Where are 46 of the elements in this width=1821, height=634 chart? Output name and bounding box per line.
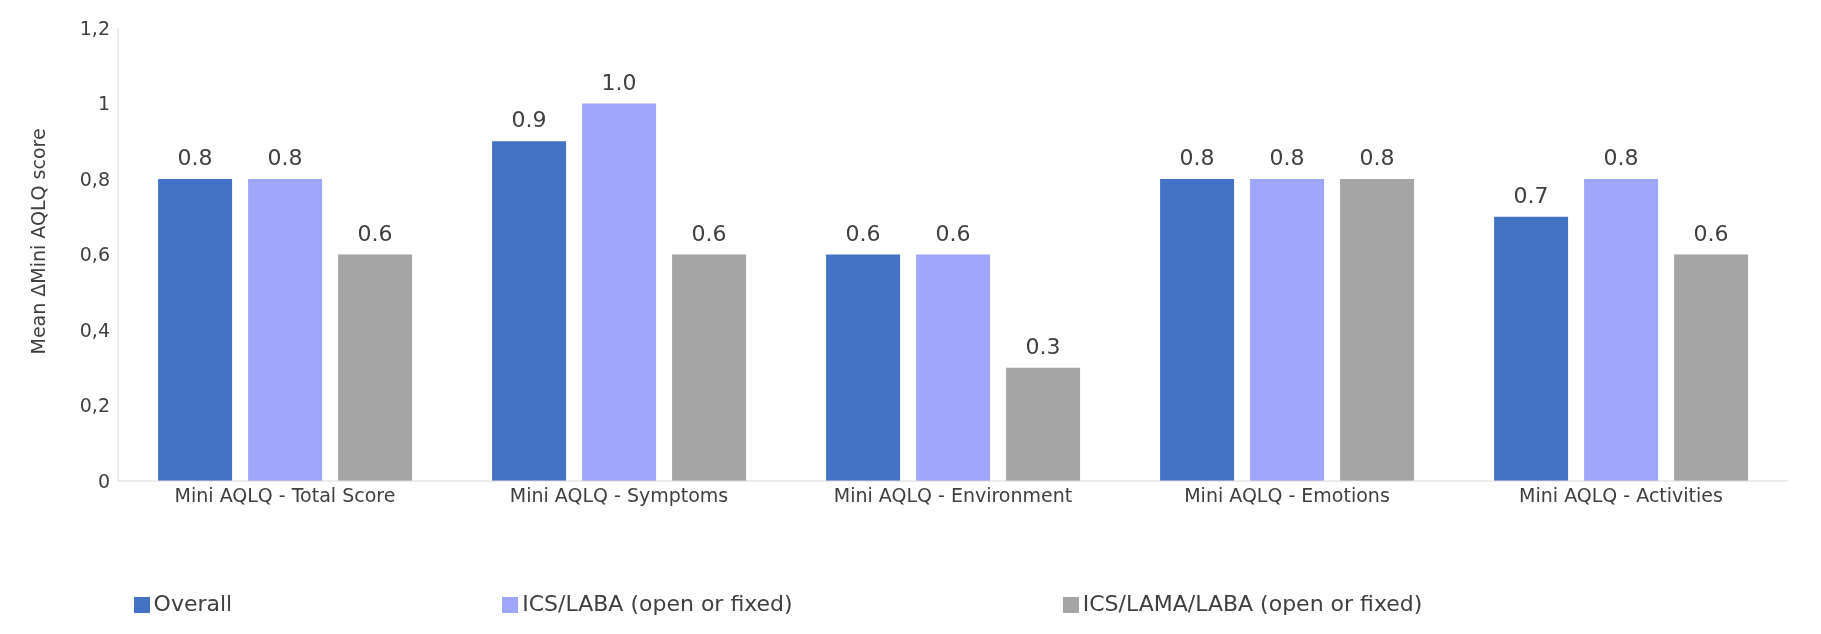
- data-label: 0.3: [1025, 333, 1061, 359]
- bar: [1006, 367, 1081, 481]
- data-label: 1.0: [601, 69, 637, 95]
- data-label: 0.6: [357, 220, 393, 246]
- data-label: 0.6: [691, 220, 727, 246]
- bar: [248, 179, 323, 481]
- bar: [1340, 179, 1415, 481]
- bar: [338, 254, 413, 481]
- data-label: 0.6: [935, 220, 971, 246]
- data-label: 0.8: [177, 145, 213, 170]
- bar: [1250, 179, 1325, 481]
- data-label: 0.6: [1693, 220, 1729, 246]
- y-tick-label: 1: [97, 92, 110, 115]
- data-label: 0.8: [1179, 145, 1215, 170]
- legend-label: Overall: [153, 591, 233, 616]
- bar: [582, 103, 657, 481]
- y-tick-label: 0,2: [79, 394, 110, 417]
- bar: [1160, 179, 1235, 481]
- x-tick-label: Mini AQLQ - Activities: [1519, 484, 1723, 507]
- bar: [826, 254, 901, 481]
- y-tick-label: 0: [97, 469, 110, 492]
- y-tick-label: 0,8: [79, 167, 110, 190]
- legend-label: ICS/LAMA/LABA (open or fixed): [1082, 591, 1423, 616]
- y-tick-label: 0,6: [79, 243, 110, 266]
- bar: [916, 254, 991, 481]
- legend-label: ICS/LABA (open or fixed): [522, 591, 793, 616]
- data-label: 0.8: [1269, 145, 1305, 170]
- bar: [1674, 254, 1749, 481]
- x-tick-label: Mini AQLQ - Emotions: [1184, 484, 1390, 507]
- data-label: 0.7: [1513, 182, 1549, 208]
- bar: [672, 254, 747, 481]
- bar: [158, 179, 233, 481]
- data-label: 0.8: [1603, 145, 1639, 170]
- bar: [1494, 216, 1569, 481]
- bar: [492, 141, 567, 481]
- bar: [1584, 179, 1659, 481]
- y-tick-label: 1,2: [79, 16, 110, 39]
- data-label: 0.9: [511, 107, 547, 133]
- x-tick-label: Mini AQLQ - Environment: [833, 484, 1073, 507]
- y-axis-title: Mean ΔMini AQLQ score: [26, 128, 49, 355]
- y-tick-label: 0,4: [79, 318, 110, 341]
- data-label: 0.8: [267, 145, 303, 170]
- x-tick-label: Mini AQLQ - Total Score: [174, 484, 396, 507]
- data-label: 0.8: [1359, 145, 1395, 170]
- x-tick-label: Mini AQLQ - Symptoms: [509, 484, 729, 507]
- data-label: 0.6: [845, 220, 881, 246]
